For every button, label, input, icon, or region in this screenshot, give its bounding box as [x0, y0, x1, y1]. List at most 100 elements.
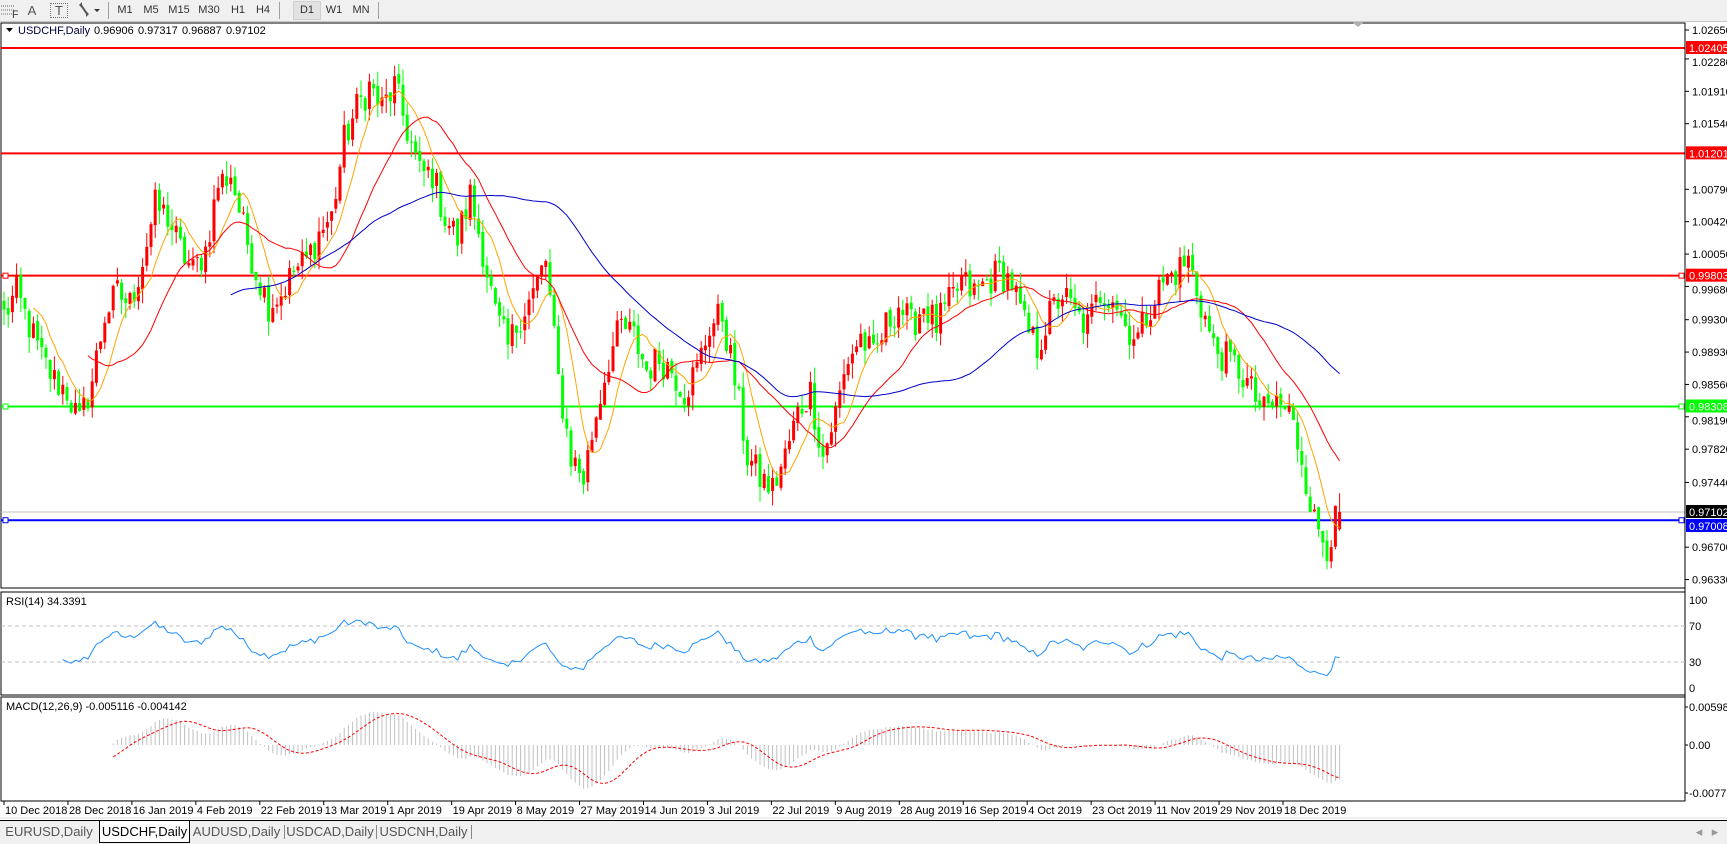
bull-candle — [573, 457, 577, 467]
bull-candle — [666, 362, 670, 379]
rsi-tick-label: 70 — [1689, 621, 1701, 633]
ma-mid-line — [87, 116, 1341, 462]
tab-usdchf-daily[interactable]: USDCHF,Daily — [99, 821, 190, 843]
ohlc-low: 0.96887 — [182, 25, 222, 37]
bull-candle — [229, 177, 233, 185]
bear-candle — [1128, 325, 1132, 345]
bull-candle — [1153, 305, 1157, 319]
bull-candle — [1224, 341, 1228, 374]
tab-audusd-daily[interactable]: AUDUSD,Daily — [192, 824, 281, 839]
date-tick-label: 3 Jul 2019 — [708, 805, 759, 817]
timeframe-m15[interactable]: M15 — [168, 4, 190, 16]
bear-candle — [640, 353, 644, 360]
bull-candle — [695, 362, 699, 368]
bear-candle — [934, 303, 938, 334]
bull-candle — [1165, 273, 1169, 285]
bull-candle — [283, 295, 287, 298]
bull-candle — [897, 307, 901, 328]
bear-candle — [863, 332, 867, 351]
chart-shift-marker-icon[interactable] — [1352, 22, 1364, 27]
timeframe-m1[interactable]: M1 — [117, 4, 133, 16]
chart-header: USDCHF,Daily 0.96906 0.97317 0.96887 0.9… — [6, 25, 266, 37]
bear-candle — [1212, 333, 1216, 339]
tab-eurusd-daily[interactable]: EURUSD,Daily — [5, 824, 93, 839]
bear-candle — [48, 359, 52, 379]
bull-candle — [296, 266, 300, 271]
bull-candle — [90, 381, 94, 408]
bull-candle — [103, 322, 107, 343]
bull-candle — [262, 287, 266, 298]
bear-candle — [86, 399, 90, 409]
timeframe-h1[interactable]: H1 — [230, 4, 246, 16]
bear-candle — [359, 95, 363, 98]
bear-candle — [1069, 289, 1073, 299]
bear-candle — [170, 224, 174, 231]
bull-candle — [846, 364, 850, 376]
bear-candle — [892, 326, 896, 328]
tabs-scroll-right-icon[interactable]: ▸ — [1711, 824, 1719, 839]
bull-candle — [1287, 406, 1291, 412]
bear-candle — [57, 371, 61, 395]
bull-candle — [1006, 273, 1010, 290]
bear-candle — [376, 85, 380, 105]
fibonacci-icon[interactable]: F — [0, 2, 19, 21]
price-line-label: 0.99803 — [1689, 271, 1727, 283]
bull-candle — [716, 303, 720, 325]
timeframe-d1[interactable]: D1 — [293, 1, 321, 20]
collapse-triangle-icon[interactable] — [6, 28, 13, 32]
bull-candle — [842, 374, 846, 390]
bear-candle — [69, 402, 73, 413]
arrows-icon[interactable] — [76, 2, 92, 19]
bear-candle — [913, 311, 917, 336]
bull-candle — [1136, 332, 1140, 339]
bear-candle — [1107, 304, 1111, 308]
line-handle-icon[interactable] — [2, 403, 9, 410]
dropdown-icon[interactable] — [93, 2, 101, 19]
bear-candle — [766, 476, 770, 493]
bull-candle — [825, 443, 829, 456]
bull-candle — [468, 184, 472, 221]
timeframe-m5[interactable]: M5 — [143, 4, 159, 16]
line-handle-icon[interactable] — [1678, 272, 1685, 279]
price-tick-label: 1.02650 — [1692, 25, 1727, 37]
bull-candle — [1178, 257, 1182, 288]
text-label-icon[interactable]: T — [50, 3, 68, 18]
tab-usdcnh-daily[interactable]: USDCNH,Daily — [379, 824, 468, 839]
bear-candle — [464, 209, 468, 220]
bear-candle — [1119, 311, 1123, 316]
ohlc-high: 0.97317 — [138, 25, 178, 37]
timeframe-mn[interactable]: MN — [352, 4, 370, 16]
bull-candle — [699, 347, 703, 364]
bull-candle — [334, 198, 338, 209]
timeframe-m30[interactable]: M30 — [198, 4, 220, 16]
chart-window[interactable]: 1.02650 1.02405 1.02280 1.01910 1.01540 1.012… — [0, 0, 1727, 820]
rsi-tick-label: 100 — [1689, 595, 1707, 607]
timeframe-h4[interactable]: H4 — [255, 4, 271, 16]
bull-candle — [750, 460, 754, 466]
bull-candle — [598, 403, 602, 420]
line-handle-icon[interactable] — [2, 517, 9, 524]
bull-candle — [796, 406, 800, 423]
bull-candle — [174, 225, 178, 233]
tabs-scroll-left-icon[interactable]: ◂ — [1695, 824, 1703, 839]
bull-candle — [153, 189, 157, 226]
bear-candle — [481, 231, 485, 267]
line-handle-icon[interactable] — [1678, 517, 1685, 524]
bear-candle — [430, 168, 434, 189]
text-icon[interactable]: A — [27, 3, 37, 18]
tab-usdcad-daily[interactable]: USDCAD,Daily — [286, 824, 374, 839]
bear-candle — [552, 294, 556, 326]
bull-candle — [82, 397, 86, 410]
line-handle-icon[interactable] — [2, 272, 9, 279]
timeframe-w1[interactable]: W1 — [325, 4, 343, 16]
svg-text:F: F — [12, 9, 18, 19]
bull-candle — [447, 225, 451, 229]
bear-candle — [372, 84, 376, 89]
bull-candle — [619, 318, 623, 320]
date-tick-label: 4 Oct 2019 — [1028, 805, 1082, 817]
toolbar-divider — [378, 2, 379, 19]
bull-candle — [288, 268, 292, 296]
bear-candle — [565, 418, 569, 429]
line-handle-icon[interactable] — [1678, 403, 1685, 410]
